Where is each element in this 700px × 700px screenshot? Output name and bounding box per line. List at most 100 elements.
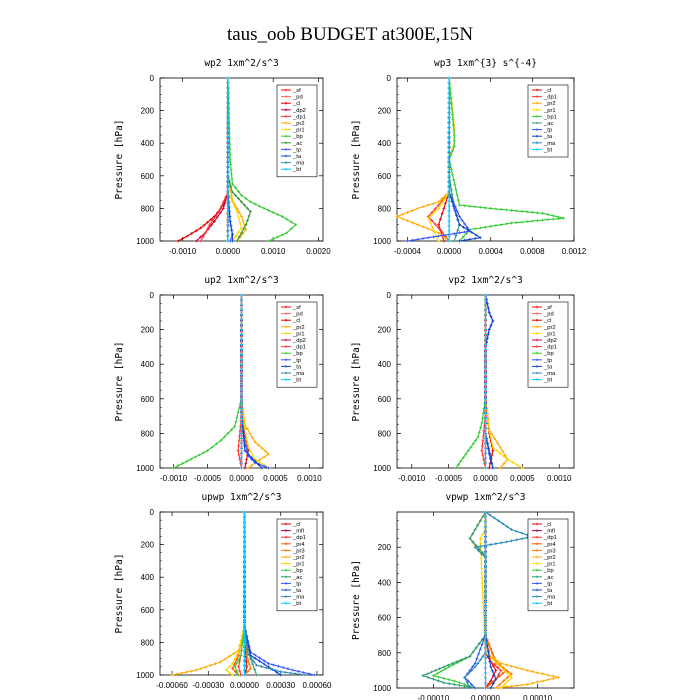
legend-label: _ac: [292, 141, 302, 147]
legend-label: _sf: [292, 305, 301, 311]
legend-label: _ma: [543, 595, 556, 601]
legend-label: _pr4: [543, 542, 556, 548]
legend-marker: [284, 542, 288, 546]
panel-title: upwp 1xm^2/s^3: [201, 492, 281, 503]
legend-label: _dp1: [292, 535, 306, 541]
x-tick-label: 0.0000: [437, 247, 462, 256]
legend-box: [527, 518, 569, 612]
panel-title: vp2 1xm^2/s^3: [448, 275, 522, 286]
y-tick-label: 0: [150, 74, 155, 83]
legend-marker: [535, 371, 539, 375]
legend-marker: [535, 365, 539, 368]
legend-label: _pr1: [543, 562, 556, 568]
legend: _cl_mfl_dp1_pr4_pr3_pr2_pr1_bp_ac_tp_ta_…: [527, 518, 569, 612]
legend-label: _ta: [543, 364, 553, 370]
y-tick-label: 400: [378, 578, 392, 587]
legend-label: _cl: [543, 318, 551, 324]
legend-marker: [284, 108, 288, 112]
series-markers-bt: [240, 293, 243, 470]
legend-marker: [535, 575, 539, 579]
legend-marker: [535, 562, 539, 565]
legend-marker: [284, 161, 288, 164]
x-tick-label: -0.0010: [160, 474, 188, 483]
legend-box: [276, 84, 318, 178]
legend-label: _dp2: [292, 338, 306, 344]
series-line-bp: [455, 295, 487, 469]
series-markers-pr1: [484, 293, 524, 470]
series-line-cl: [177, 78, 229, 242]
legend-label: _ma: [543, 141, 556, 147]
x-tick-label: 0.0005: [510, 474, 535, 483]
legend-label: _bt: [543, 147, 552, 153]
legend-marker: [535, 582, 539, 585]
y-axis-label: Pressure [hPa]: [351, 119, 362, 199]
legend-label: _pr2: [292, 121, 305, 127]
legend-label: _bt: [292, 378, 301, 384]
series-line-ta: [240, 295, 263, 469]
legend-label: _bt: [292, 167, 301, 173]
series-markers-pr1: [225, 510, 246, 677]
legend-marker: [535, 101, 539, 105]
legend-marker: [284, 568, 288, 572]
legend-marker: [284, 535, 288, 539]
legend-label: _bp: [543, 351, 554, 357]
y-tick-label: 600: [378, 395, 392, 404]
legend-label: _dp1: [543, 345, 557, 351]
y-tick-label: 1000: [373, 684, 391, 693]
legend-marker: [284, 312, 288, 315]
legend-label: _cl: [543, 522, 551, 528]
y-tick-label: 800: [378, 204, 392, 213]
legend-marker: [284, 522, 288, 526]
x-tick-label: 0.00000: [471, 694, 500, 700]
legend-label: _bt: [543, 601, 552, 607]
series-line-dp1: [427, 78, 450, 242]
x-tick-label: 0.0004: [478, 247, 503, 256]
series-markers-bt: [226, 76, 230, 243]
series-markers-ta: [240, 293, 264, 470]
y-axis-label: Pressure [hPa]: [114, 341, 125, 421]
legend-label: _pd: [543, 312, 554, 318]
legend-label: _dp2: [292, 108, 306, 114]
legend-label: _cl: [292, 318, 300, 324]
y-tick-label: 0: [150, 291, 155, 300]
legend: _cl_mfl_dp1_pr4_pr3_pr2_pr1_bp_ac_tp_ta_…: [276, 518, 318, 612]
legend-marker: [284, 325, 288, 329]
legend-marker: [284, 115, 288, 118]
legend-marker: [284, 167, 288, 171]
legend-label: _pr1: [543, 108, 556, 114]
y-axis-label: Pressure [hPa]: [351, 560, 362, 640]
legend-marker: [284, 318, 288, 322]
legend-marker: [535, 542, 539, 546]
y-tick-label: 600: [378, 614, 392, 623]
legend-marker: [284, 562, 288, 565]
legend-label: _dp1: [292, 345, 306, 351]
x-tick-label: 0.00030: [266, 681, 295, 690]
series-markers-ma: [463, 510, 534, 690]
legend-label: _ma: [292, 161, 305, 167]
legend-marker: [535, 529, 539, 532]
x-tick-label: -0.0005: [194, 474, 222, 483]
series-line-bp: [431, 512, 487, 689]
x-tick-label: 0.00000: [230, 681, 259, 690]
legend-marker: [535, 312, 539, 315]
series-line-pr2: [171, 512, 246, 676]
legend-marker: [284, 351, 288, 355]
legend-label: _tp: [292, 358, 301, 364]
legend-marker: [535, 358, 539, 362]
legend-marker: [284, 95, 288, 98]
legend-label: _ta: [292, 588, 302, 594]
series-markers-cl: [176, 76, 230, 243]
legend-label: _ac: [543, 575, 553, 581]
legend-label: _ta: [543, 134, 553, 140]
x-tick-label: -0.00010: [418, 694, 450, 700]
legend-marker: [284, 378, 288, 381]
x-tick-label: -0.0010: [398, 474, 426, 483]
series-markers-bt: [484, 510, 487, 690]
legend-label: _mfl: [543, 529, 555, 535]
x-tick-label: 0.0005: [263, 474, 288, 483]
x-tick-label: -0.00030: [192, 681, 224, 690]
legend-marker: [284, 141, 288, 145]
series-markers-bt: [447, 76, 451, 243]
x-tick-label: -0.0004: [394, 247, 422, 256]
legend-label: _ma: [543, 371, 556, 377]
